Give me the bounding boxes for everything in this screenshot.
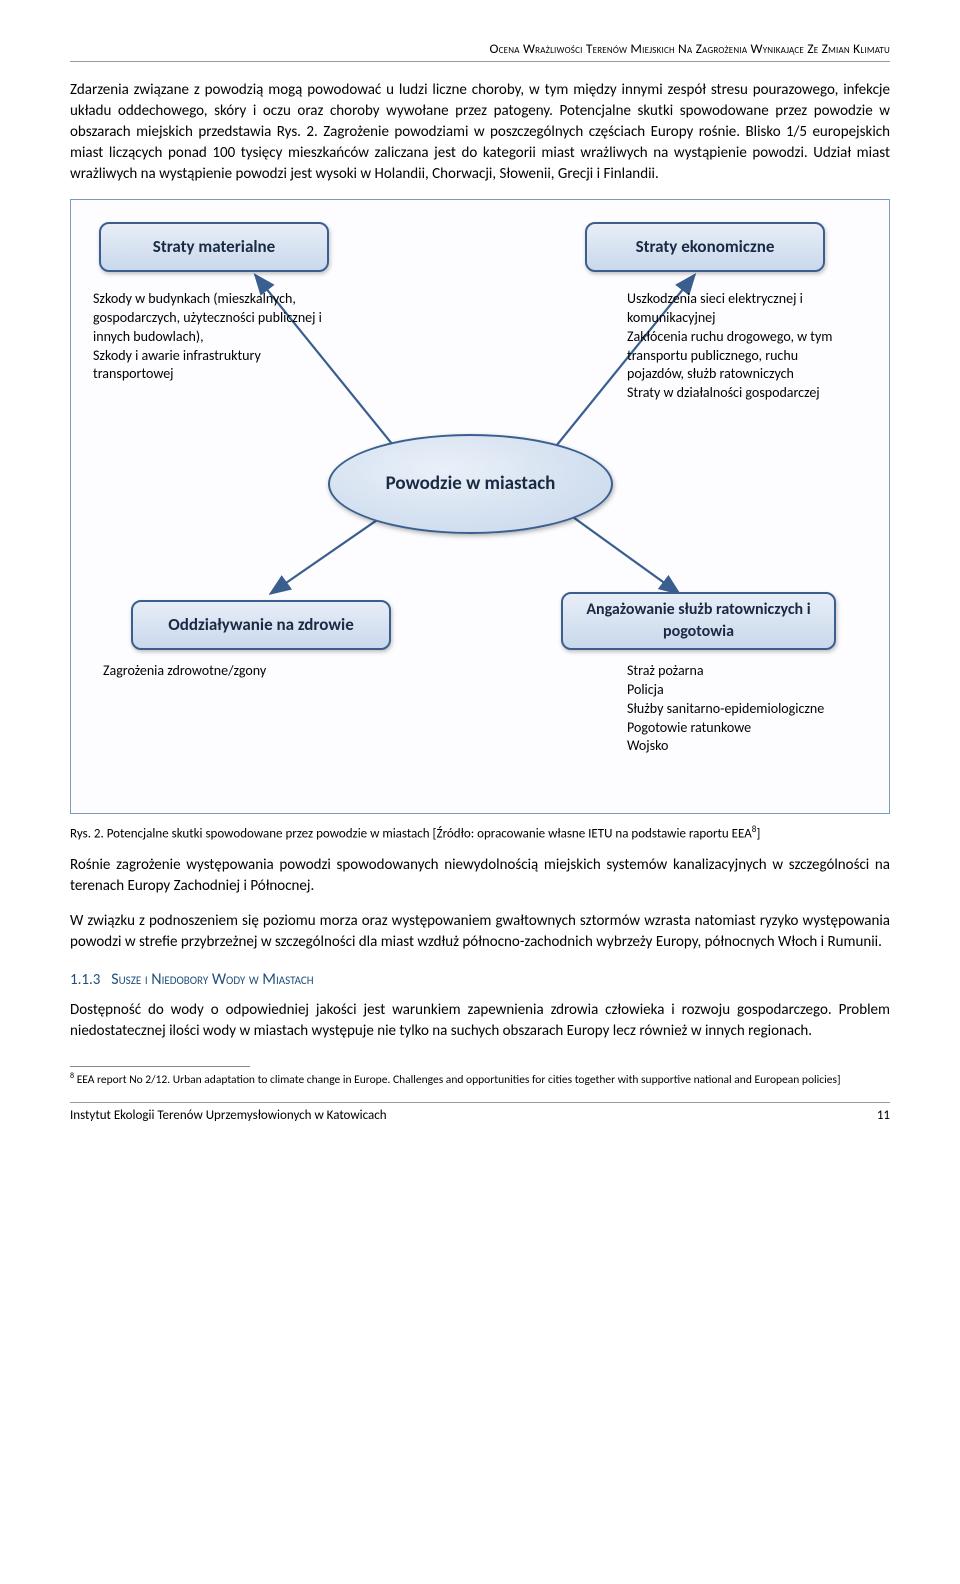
- section-heading: 1.1.3 Susze i Niedobory Wody w Miastach: [70, 969, 890, 991]
- footer-page-number: 11: [877, 1107, 890, 1125]
- node-emergency-services: Angażowanie służb ratowniczych i pogotow…: [561, 592, 836, 650]
- desc-emergency-services: Straż pożarna Policja Służby sanitarno-e…: [627, 662, 837, 756]
- desc-economic-losses: Uszkodzenia sieci elektrycznej i komunik…: [627, 290, 837, 403]
- node-center-floods: Powodzie w miastach: [328, 434, 613, 534]
- section-title-text: Susze i Niedobory Wody w Miastach: [111, 970, 313, 989]
- node-health-impact: Oddziaływanie na zdrowie: [131, 600, 391, 650]
- figure-caption: Rys. 2. Potencjalne skutki spowodowane p…: [70, 824, 890, 844]
- page-footer: Instytut Ekologii Terenów Uprzemysłowion…: [70, 1102, 890, 1125]
- paragraph-3: W związku z podnoszeniem się poziomu mor…: [70, 911, 890, 953]
- desc-material-losses: Szkody w budynkach (mieszkalnych, gospod…: [93, 290, 328, 384]
- footer-institute: Instytut Ekologii Terenów Uprzemysłowion…: [70, 1107, 387, 1125]
- desc-health-impact: Zagrożenia zdrowotne/zgony: [103, 662, 303, 681]
- footnote: 8 EEA report No 2/12. Urban adaptation t…: [70, 1071, 890, 1088]
- page-header: Ocena Wrażliwości Terenów Miejskich Na Z…: [70, 40, 890, 62]
- paragraph-1: Zdarzenia związane z powodzią mogą powod…: [70, 80, 890, 185]
- caption-text: Rys. 2. Potencjalne skutki spowodowane p…: [70, 826, 752, 841]
- paragraph-4: Dostępność do wody o odpowiedniej jakośc…: [70, 1000, 890, 1042]
- node-material-losses: Straty materialne: [99, 222, 329, 272]
- footnote-text: EEA report No 2/12. Urban adaptation to …: [74, 1073, 840, 1087]
- paragraph-2: Rośnie zagrożenie występowania powodzi s…: [70, 855, 890, 897]
- footnote-separator: [70, 1066, 250, 1067]
- section-number: 1.1.3: [70, 971, 100, 989]
- caption-close: ]: [756, 826, 760, 841]
- flood-diagram: Straty materialne Szkody w budynkach (mi…: [70, 199, 890, 814]
- node-economic-losses: Straty ekonomiczne: [585, 222, 825, 272]
